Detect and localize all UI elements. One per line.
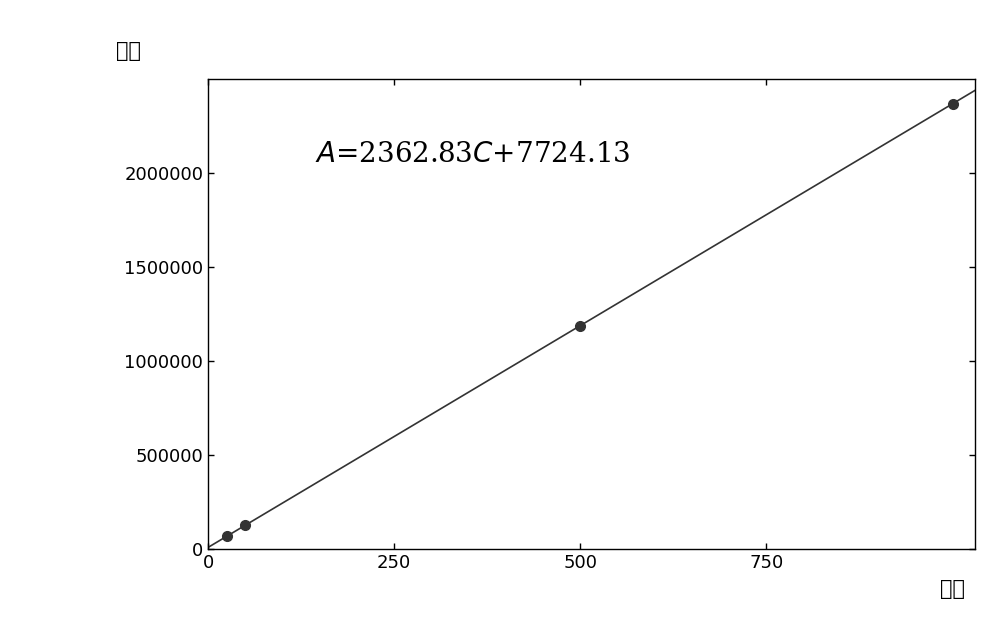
Text: 浓度: 浓度 [940, 579, 965, 599]
Point [237, 520, 253, 530]
Point [219, 531, 235, 541]
Text: 面积: 面积 [116, 41, 141, 61]
Text: $\mathit{A}$=2362.83$\mathit{C}$+7724.13: $\mathit{A}$=2362.83$\mathit{C}$+7724.13 [315, 141, 631, 168]
Point [945, 98, 961, 108]
Point [572, 320, 588, 330]
